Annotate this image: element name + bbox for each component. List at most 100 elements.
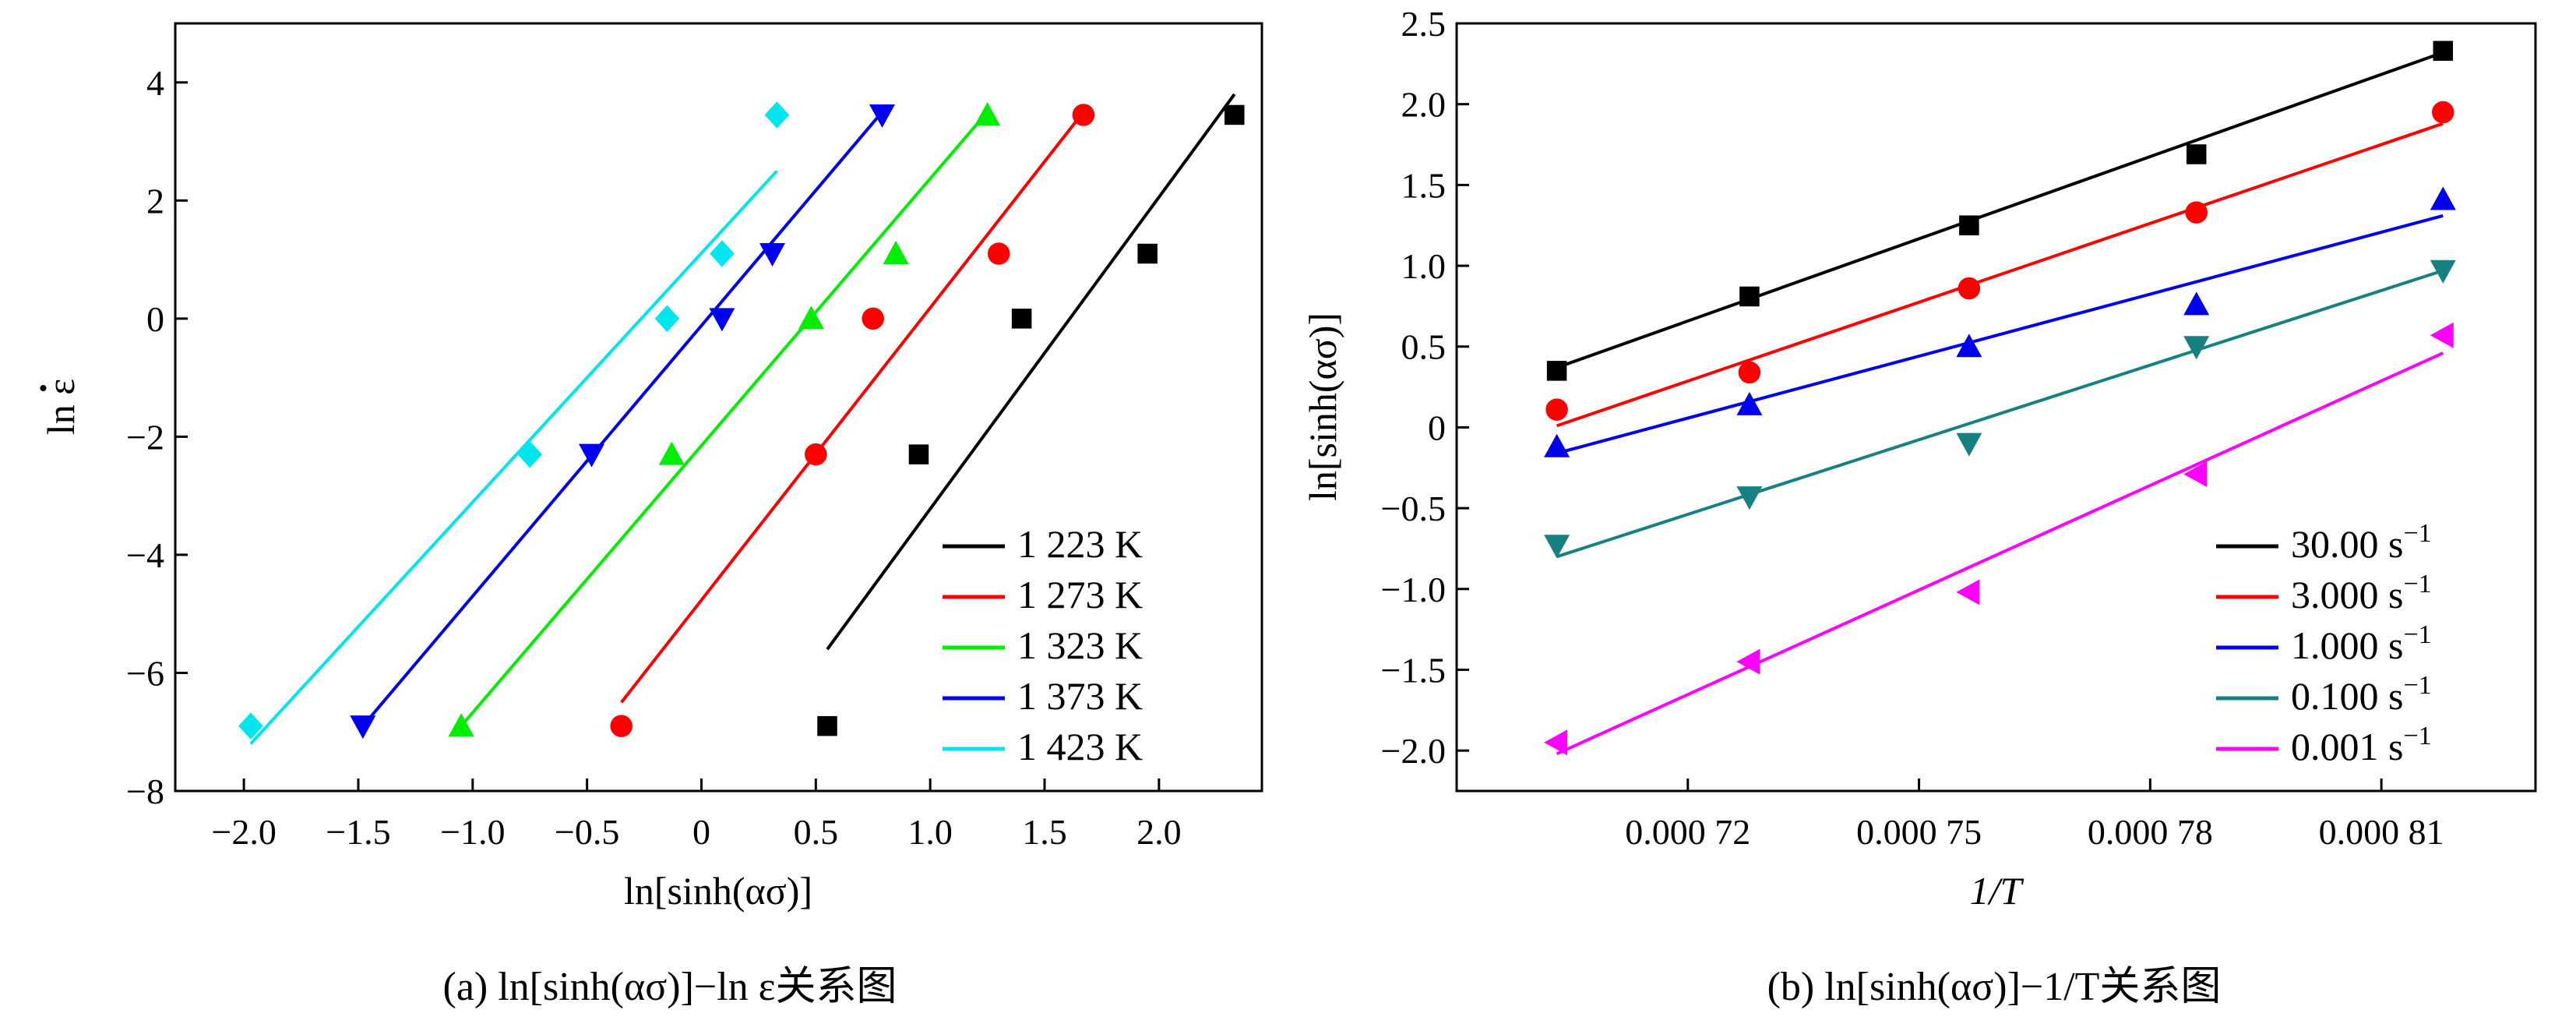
chart-a-fit-line-0 [826,93,1236,651]
chart-b-point-3 [1956,433,1982,457]
chart-a-point-0 [1225,104,1245,125]
chart-b-fit-line-4 [1556,351,2444,756]
chart-a-plot-frame [174,22,1263,793]
chart-b-point-2 [1544,433,1570,457]
chart-b-xlabel: 1/T [1970,869,2025,913]
chart-a-fit-line-3 [361,111,884,727]
chart-a-point-4 [710,240,735,267]
chart-a-ytick-label: −2 [126,417,164,457]
chart-a-ytick-label: 2 [146,181,164,221]
chart-a-legend-label-3: 1 373 K [1017,674,1143,718]
chart-b-ytick-label: 2.5 [1401,4,1447,44]
chart-b-ytick-label: −2.0 [1381,731,1446,771]
chart-a-caption: (a) ln[sinh(ασ)]−ln ε关系图 [443,965,897,1009]
chart-b-fit-line-2 [1556,214,2444,455]
chart-a-point-0 [817,715,837,736]
chart-b-ytick-label: 1.0 [1401,246,1447,286]
chart-a-point-1 [988,242,1010,265]
chart-b-point-4 [2430,322,2454,348]
chart-a-point-2 [658,441,685,465]
chart-b-ytick-label: 0 [1428,408,1446,447]
chart-a-fit-line-2 [460,111,989,727]
chart-a-xtick-label: −0.5 [555,812,619,852]
chart-b-plot-frame [1455,22,2537,793]
chart-a: −2.0 −1.5 −1.0 −0.5 0 0.5 1.0 1.5 2.0 −8 −6 −4 −2 0 2 4… [21,22,1263,1009]
chart-b-point-4 [1544,729,1568,756]
chart-a-fit-line-1 [620,111,1085,704]
chart-a-ytick-label: 4 [146,63,164,103]
chart-a-xtick-label: 2.0 [1136,812,1182,852]
chart-b-xtick-label: 0.000 81 [2319,812,2444,852]
chart-b-point-1 [1738,361,1761,384]
chart-a-point-3 [579,443,605,468]
chart-a-legend-label-1: 1 273 K [1017,573,1143,616]
chart-a-xlabel: ln[sinh(ασ)] [624,869,812,913]
chart-b-legend-label-4: 0.001 s−1 [2291,722,2432,768]
chart-b-point-3 [2183,336,2210,360]
chart-a-legend: 1 223 K 1 273 K 1 323 K 1 373 K 1 423 K [943,522,1143,768]
chart-b-point-2 [1736,391,1763,415]
chart-b-ytick-label: 2.0 [1401,85,1447,125]
chart-a-point-0 [1137,243,1158,264]
chart-a-ytick-label: −4 [126,535,164,575]
chart-b: 0.000 72 0.000 75 0.000 78 0.000 81 −2.0 −1.5… [1301,4,2537,1009]
chart-a-ylabel-dot: · [21,382,65,395]
chart-b-point-4 [1956,579,1980,606]
chart-a-point-4 [764,101,790,129]
chart-a-point-2 [448,713,474,737]
chart-b-ytick-label: −1.5 [1381,650,1446,690]
chart-a-point-1 [862,307,884,330]
chart-a-legend-label-4: 1 423 K [1017,725,1143,768]
chart-a-point-3 [709,308,735,332]
chart-a-xtick-label: 1.0 [907,812,953,852]
chart-a-point-1 [1072,104,1095,126]
chart-a-xtick-label: 0 [692,812,710,852]
chart-b-fit-line-1 [1556,122,2444,428]
chart-a-legend-label-2: 1 323 K [1017,623,1143,667]
chart-b-point-1 [1958,277,1981,300]
chart-b-fit-line-3 [1556,269,2444,559]
chart-b-point-0 [2186,144,2207,164]
chart-a-xtick-label: 1.5 [1022,812,1067,852]
chart-b-point-0 [1959,215,1979,235]
chart-a-point-2 [883,241,909,264]
chart-b-fit-line-0 [1556,51,2444,369]
chart-a-xtick-label: 0.5 [794,812,839,852]
chart-b-ytick-label: −0.5 [1381,489,1446,528]
chart-a-point-3 [759,243,786,267]
chart-b-point-4 [1736,648,1760,675]
chart-b-point-0 [2433,41,2454,62]
chart-a-point-1 [805,443,827,466]
chart-b-point-4 [2183,461,2208,488]
chart-b-point-1 [1545,398,1568,421]
chart-b-point-0 [1546,361,1567,381]
chart-a-point-3 [350,715,376,740]
chart-a-legend-label-0: 1 223 K [1017,522,1143,566]
chart-b-ytick-label: 1.5 [1401,165,1447,205]
chart-b-xtick-label: 0.000 72 [1625,812,1750,852]
chart-b-point-3 [1736,486,1763,510]
chart-b-legend: 30.00 s−13.000 s−11.000 s−10.100 s−10.00… [2216,519,2432,768]
chart-a-point-2 [798,305,824,330]
chart-b-point-3 [2430,260,2456,284]
chart-a-xtick-label: −2.0 [211,812,276,852]
chart-a-point-4 [654,305,680,333]
chart-a-point-2 [974,101,1001,125]
chart-a-xtick-label: −1.0 [440,812,505,852]
chart-b-point-3 [1544,535,1570,559]
chart-a-ytick-label: −6 [126,653,164,693]
chart-b-point-0 [1739,286,1760,307]
chart-a-point-4 [238,712,263,740]
chart-b-point-2 [2183,291,2210,316]
chart-a-point-0 [908,444,929,464]
chart-a-point-0 [1011,309,1032,329]
chart-a-point-4 [517,440,542,468]
chart-b-point-2 [1956,334,1982,358]
chart-b-point-1 [2432,101,2454,124]
chart-b-ytick-label: 0.5 [1401,327,1447,367]
chart-a-ytick-label: −8 [126,771,164,811]
chart-b-point-2 [2430,186,2456,210]
chart-a-ytick-label: 0 [146,299,164,339]
chart-b-caption: (b) ln[sinh(ασ)]−1/T关系图 [1767,965,2222,1009]
